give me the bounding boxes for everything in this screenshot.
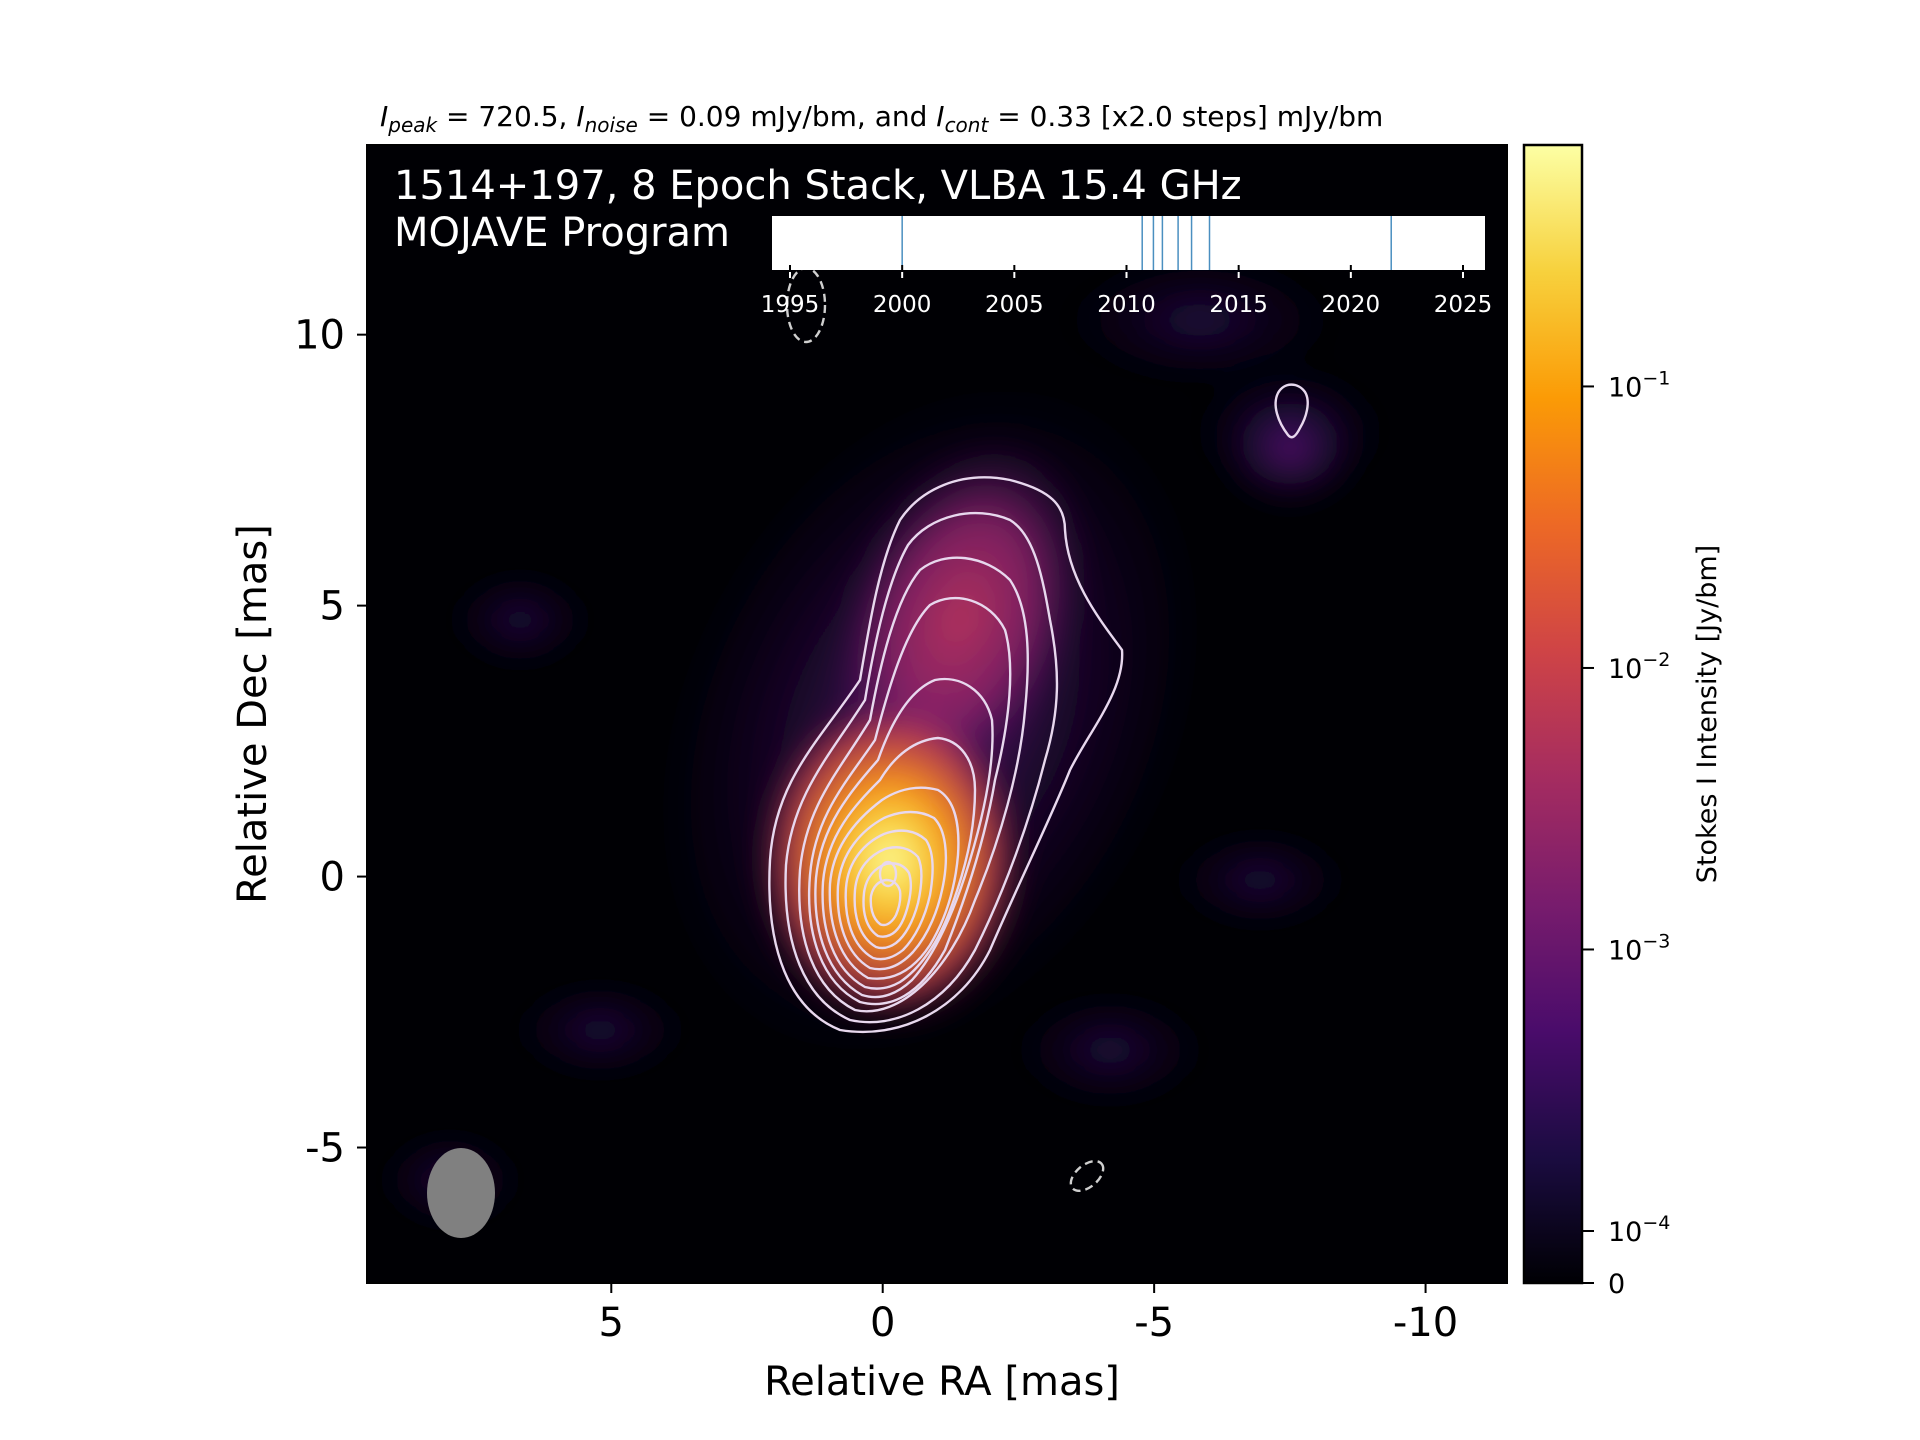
contour-level-9 — [844, 829, 934, 961]
colorbar-frame — [1522, 143, 1584, 1285]
source-title-overlay: 1514+197, 8 Epoch Stack, VLBA 15.4 GHz — [394, 163, 1242, 209]
contour-level-2 — [784, 511, 1059, 1024]
header-text-part: = 0.33 [x2.0 steps] mJy/bm — [988, 100, 1383, 133]
epoch-timeline-inset: 1995 2000 2005 2010 2015 2020 2025 — [761, 216, 1493, 318]
contour-isolated-north — [1274, 383, 1309, 439]
colorbar-tick-label: 10−3 — [1608, 930, 1670, 966]
header-text-part: = 720.5, — [437, 100, 576, 133]
timeline-tick-label: 2000 — [873, 292, 932, 318]
header-text-part: = 0.09 mJy/bm, and — [638, 100, 936, 133]
y-axis-label: Relative Dec [mas] — [230, 524, 276, 904]
contour-level-6 — [821, 736, 977, 990]
contour-level-3 — [798, 556, 1029, 1013]
x-tick-label: -5 — [1134, 1300, 1174, 1346]
epoch-timeline-box — [772, 216, 1485, 270]
diffuse-emission — [367, 240, 1410, 1240]
header-subscript: cont — [945, 113, 990, 137]
contour-level-11 — [862, 862, 912, 938]
colorbar-label: Stokes I Intensity [Jy/bm] — [1692, 545, 1723, 883]
contour-level-10 — [853, 846, 923, 950]
header-subscript: peak — [387, 113, 438, 137]
header-subscript: noise — [585, 113, 638, 137]
contour-level-4 — [808, 596, 1012, 1006]
header-variable: I — [936, 100, 944, 133]
contour-level-12 — [869, 878, 902, 927]
x-axis-label: Relative RA [mas] — [764, 1359, 1120, 1405]
header-variable: I — [576, 100, 584, 133]
header-variable: I — [380, 100, 388, 133]
restoring-beam — [427, 1148, 495, 1238]
timeline-tick-label: 2020 — [1322, 292, 1381, 318]
contour-level-7 — [828, 786, 960, 980]
plot-frame — [366, 144, 1508, 1284]
contour-level-1 — [768, 476, 1124, 1034]
image-panel — [367, 145, 1507, 1283]
colorbar-tick-label: 10−4 — [1608, 1212, 1670, 1248]
colorbar-tick-label: 10−1 — [1608, 367, 1670, 403]
colorbar-gradient — [1524, 145, 1582, 1283]
timeline-tick-label: 2005 — [985, 292, 1044, 318]
timeline-tick-label: 2015 — [1209, 292, 1268, 318]
y-tick-label: 5 — [320, 584, 345, 630]
timeline-tick-label: 2025 — [1434, 292, 1493, 318]
timeline-tick-label: 2010 — [1097, 292, 1156, 318]
x-tick-label: 5 — [599, 1300, 624, 1346]
x-tick-label: -10 — [1393, 1300, 1458, 1346]
colorbar: 10−1 10−2 10−3 10−4 0 Stokes I Intensity [Jy… — [1522, 143, 1723, 1300]
x-axis: 5 0 -5 -10 — [599, 1283, 1458, 1346]
colorbar-ticks: 10−1 10−2 10−3 10−4 0 — [1582, 367, 1670, 1300]
contour-level-8 — [836, 810, 948, 971]
timeline-tick-label: 1995 — [761, 292, 820, 318]
x-tick-label: 0 — [870, 1300, 895, 1346]
y-tick-label: 0 — [320, 855, 345, 901]
colorbar-tick-label: 0 — [1608, 1269, 1625, 1300]
program-title-overlay: MOJAVE Program — [394, 210, 730, 256]
y-axis: 10 5 0 -5 — [294, 313, 367, 1172]
intensity-stats-header: Ipeak = 720.5, Inoise = 0.09 mJy/bm, and… — [380, 100, 1383, 137]
y-tick-label: 10 — [294, 313, 345, 359]
contour-peak — [878, 860, 898, 888]
contour-levels — [768, 383, 1309, 1034]
y-tick-label: -5 — [305, 1126, 345, 1172]
contour-level-5 — [814, 677, 994, 999]
negative-contour-south — [1069, 1159, 1105, 1193]
colorbar-tick-label: 10−2 — [1608, 649, 1670, 685]
